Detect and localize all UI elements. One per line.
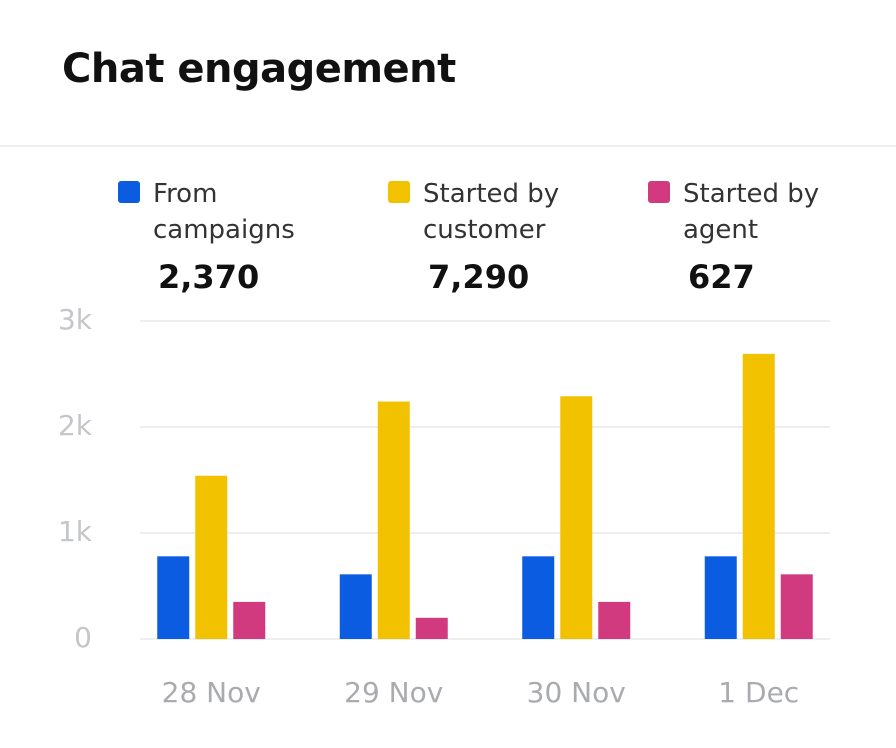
bar <box>560 396 593 639</box>
x-tick-label: 1 Dec <box>718 676 799 709</box>
legend-label: Started by customer <box>423 179 560 245</box>
legend-label: From campaigns <box>153 179 295 245</box>
bar <box>522 556 555 639</box>
series-total: 2,370 <box>158 258 260 296</box>
bar <box>780 574 813 639</box>
legend-swatch <box>118 181 140 203</box>
y-tick-label: 1k <box>58 515 93 548</box>
series-total: 7,290 <box>428 258 530 296</box>
x-tick-label: 29 Nov <box>344 676 443 709</box>
bar <box>742 353 775 639</box>
bar <box>157 556 190 639</box>
series-total: 627 <box>688 258 755 296</box>
legend-item: From campaigns 2,370 <box>118 176 318 296</box>
bar <box>598 601 631 639</box>
divider <box>0 145 896 147</box>
bar <box>377 401 410 639</box>
bar <box>415 617 448 639</box>
x-tick-label: 30 Nov <box>527 676 626 709</box>
bar <box>339 574 372 639</box>
legend-item: Started by customer 7,290 <box>388 176 588 296</box>
legend-swatch <box>648 181 670 203</box>
legend-item: Started by agent 627 <box>648 176 848 296</box>
y-tick-label: 2k <box>58 409 93 442</box>
chart-title: Chat engagement <box>62 46 456 92</box>
bar <box>195 475 228 639</box>
bar <box>704 556 737 639</box>
y-tick-label: 3k <box>58 303 93 336</box>
y-tick-label: 0 <box>74 621 92 654</box>
x-tick-label: 28 Nov <box>162 676 261 709</box>
legend-label: Started by agent <box>683 179 820 245</box>
bar <box>233 601 266 639</box>
legend-swatch <box>388 181 410 203</box>
